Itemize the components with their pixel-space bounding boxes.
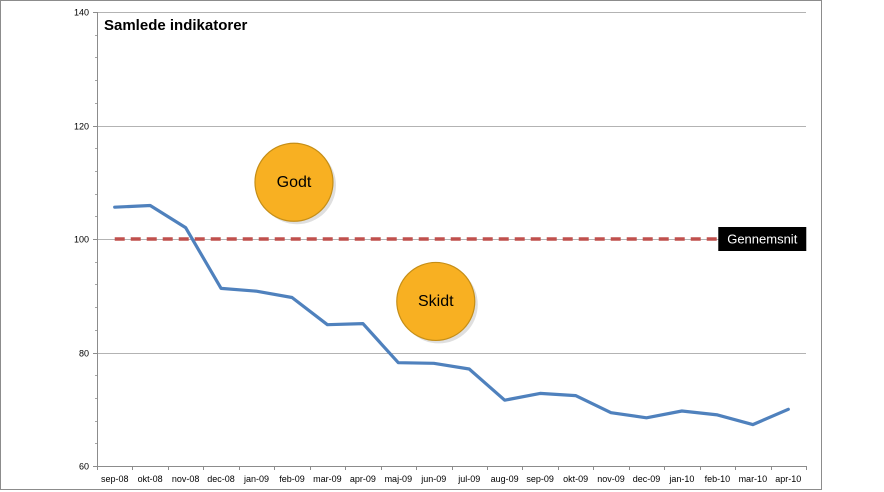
annotation-bubble-1 (396, 261, 476, 342)
y-tick-label: 80 (79, 349, 89, 359)
chart-title: Samlede indikatorer (104, 17, 248, 34)
x-tick-label: maj-09 (385, 474, 413, 484)
average-tag-box (718, 227, 807, 251)
x-tick-label: jan-10 (668, 474, 694, 484)
x-tick-label: dec-08 (207, 474, 235, 484)
x-tick-label: okt-08 (138, 474, 163, 484)
y-tick-label: 100 (74, 235, 89, 245)
series-line-0 (113, 203, 790, 427)
average-tag-label: Gennemsnit (727, 232, 797, 247)
annotation-bubble-0 (254, 142, 334, 222)
x-tick-label: jun-09 (420, 474, 446, 484)
y-tick-label: 120 (74, 122, 89, 132)
chart-frame (0, 0, 822, 490)
y-tick-label: 140 (74, 8, 89, 18)
reference-layer: Gennemsnit (114, 227, 807, 251)
x-tick-label: mar-09 (313, 474, 342, 484)
y-tick-label: 60 (79, 462, 89, 472)
annotation-layer: Godt Skidt (254, 142, 478, 344)
x-tick-label: sep-09 (526, 474, 554, 484)
annotation-label: Skidt (418, 293, 454, 310)
x-tick-label: apr-10 (775, 474, 801, 484)
x-tick-label: jan-09 (243, 474, 269, 484)
annotation-label: Godt (277, 174, 312, 191)
x-tick-label: aug-09 (491, 474, 519, 484)
x-tick-label: sep-08 (101, 474, 129, 484)
x-tick-label: nov-09 (597, 474, 625, 484)
x-tick-label: jul-09 (457, 474, 480, 484)
x-tick-label: mar-10 (739, 474, 768, 484)
axes: 60 80 100 120 140 sep-08 okt-08 nov-08 dec-08 jan… (74, 8, 807, 484)
x-tick-label: nov-08 (172, 474, 200, 484)
x-tick-label: feb-10 (705, 474, 731, 484)
series-layer (113, 203, 790, 427)
x-tick-label: dec-09 (633, 474, 661, 484)
x-tick-label: okt-09 (563, 474, 588, 484)
x-tick-label: apr-09 (350, 474, 376, 484)
x-tick-label: feb-09 (279, 474, 305, 484)
